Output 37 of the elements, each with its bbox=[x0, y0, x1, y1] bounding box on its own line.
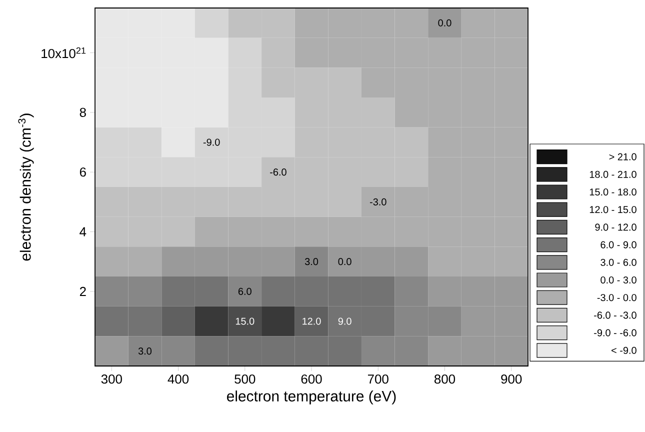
data-label: 15.0 bbox=[236, 318, 254, 325]
x-axis-title: electron temperature (eV) bbox=[227, 390, 396, 404]
x-tick-label: 800 bbox=[434, 374, 456, 384]
y-tick-label: 8 bbox=[80, 108, 86, 117]
x-tick-label: 500 bbox=[234, 374, 256, 384]
color-bar-label: -3.0 - 0.0 bbox=[597, 294, 636, 302]
data-label: 0.0 bbox=[438, 19, 452, 26]
color-bar-label: 6.0 - 9.0 bbox=[600, 241, 636, 248]
color-bar-label: 18.0 - 21.0 bbox=[590, 170, 636, 178]
data-label: -6.0 bbox=[270, 168, 286, 176]
color-bar-label: 3.0 - 6.0 bbox=[600, 258, 636, 266]
color-bar-label: 0.0 - 3.0 bbox=[600, 276, 636, 284]
color-bar-label: 15.0 - 18.0 bbox=[590, 188, 636, 196]
y-tick-label: 10x10$^{21}$ bbox=[42, 47, 86, 58]
data-label: 6.0 bbox=[238, 288, 252, 295]
color-bar-label: > 21.0 bbox=[609, 153, 636, 160]
data-label: 3.0 bbox=[304, 258, 318, 266]
x-tick-label: 700 bbox=[368, 374, 388, 384]
y-tick-label: 2 bbox=[80, 286, 86, 296]
x-tick-label: 900 bbox=[501, 374, 522, 384]
color-bar-label: < -9.0 bbox=[612, 346, 636, 354]
data-label: -9.0 bbox=[203, 138, 220, 146]
color-bar-label: 12.0 - 15.0 bbox=[590, 206, 636, 214]
data-label: 0.0 bbox=[338, 258, 352, 266]
y-tick-label: 4 bbox=[80, 227, 86, 236]
x-tick-label: 400 bbox=[168, 374, 189, 384]
data-label: 12.0 bbox=[302, 318, 321, 325]
data-label: -3.0 bbox=[370, 198, 386, 206]
x-tick-label: 600 bbox=[301, 374, 322, 384]
y-axis-title: electron density (cm$^{-3}$) bbox=[18, 114, 34, 261]
color-bar-label: 9.0 - 12.0 bbox=[595, 224, 636, 231]
data-label: 9.0 bbox=[338, 318, 352, 325]
y-tick-label: 6 bbox=[80, 167, 86, 177]
color-bar-label: -6.0 - -3.0 bbox=[594, 312, 636, 319]
data-label: 3.0 bbox=[138, 348, 152, 355]
color-bar-label: -9.0 - -6.0 bbox=[594, 329, 636, 336]
x-tick-label: 300 bbox=[101, 374, 122, 384]
